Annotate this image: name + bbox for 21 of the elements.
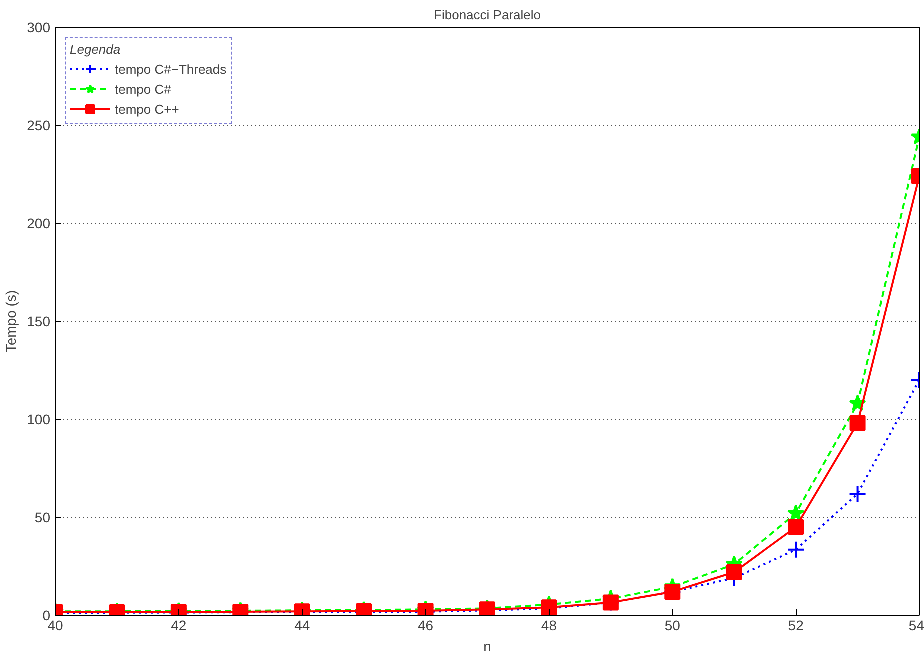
y-axis-title: Tempo (s)	[3, 290, 20, 353]
y-tick-label: 200	[27, 216, 51, 232]
legend-title: Legenda	[70, 42, 122, 57]
chart-title: Fibonacci Paralelo	[434, 8, 541, 22]
legend-label: tempo C#	[115, 82, 172, 96]
x-tick-label: 54	[908, 618, 924, 634]
x-tick-label: 42	[171, 618, 187, 634]
x-tick-label: 50	[664, 618, 681, 634]
x-tick-label: 52	[788, 618, 804, 634]
legend-label: tempo C#−Threads	[115, 62, 227, 76]
y-tick-label: 100	[27, 412, 51, 428]
x-tick-label: 46	[418, 618, 434, 634]
x-tick-label: 44	[294, 618, 310, 634]
legend-label: tempo C++	[115, 102, 180, 116]
y-tick-label: 150	[27, 314, 51, 330]
y-tick-label: 0	[42, 608, 51, 624]
x-axis-title: n	[484, 638, 492, 654]
x-tick-label: 48	[541, 618, 558, 634]
y-tick-label: 300	[27, 20, 51, 36]
y-tick-label: 250	[27, 118, 51, 134]
y-tick-label: 50	[34, 510, 51, 526]
